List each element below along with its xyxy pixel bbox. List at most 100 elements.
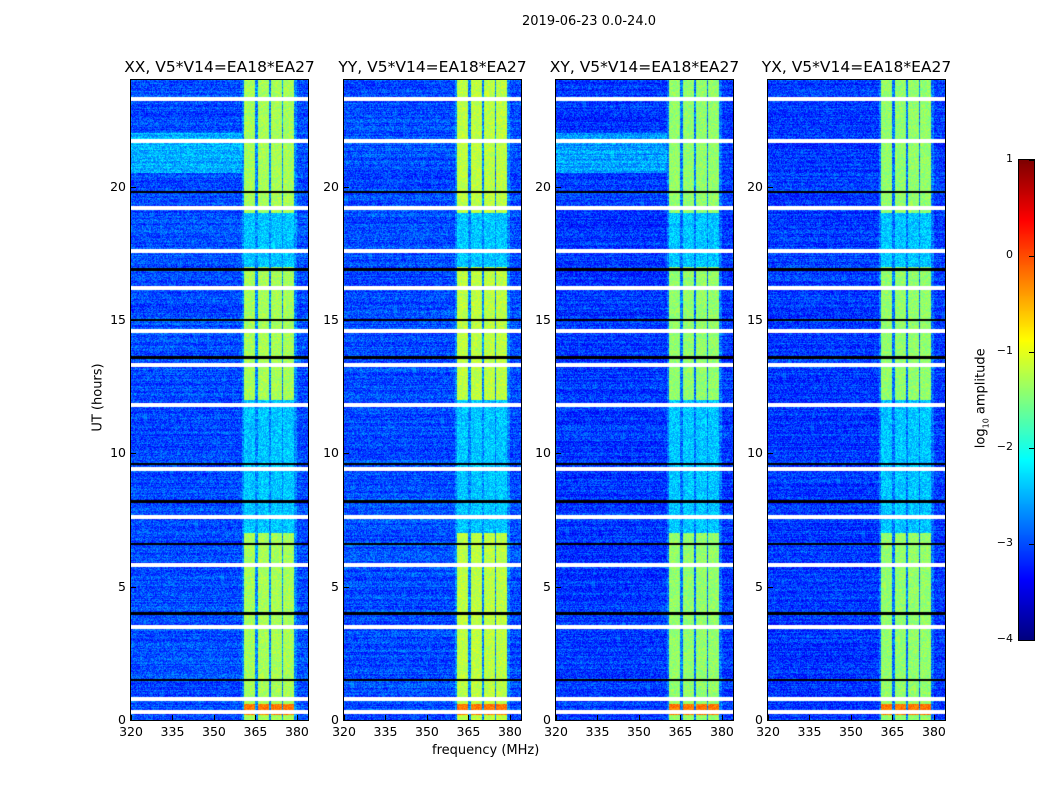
colorbar-tick-mark: [1029, 256, 1034, 257]
x-tick-mark: [680, 715, 682, 720]
y-tick-label: 15: [323, 312, 339, 327]
y-tick-label: 20: [110, 178, 126, 194]
x-axis-label: frequency (MHz): [432, 743, 540, 758]
y-axis-label: UT (hours): [90, 363, 106, 432]
y-tick-label: 15: [110, 312, 126, 327]
x-tick-label: 320: [544, 724, 568, 739]
colorbar-tick-label: −2: [996, 440, 1013, 453]
x-tick-label: 350: [202, 724, 226, 739]
x-tick-label: 380: [922, 724, 946, 739]
y-tick-label: 0: [118, 712, 126, 727]
colorbar-tick-label: 1: [1006, 152, 1013, 165]
colorbar-tick-label: −4: [996, 632, 1013, 645]
heatmap-panel: [555, 79, 734, 721]
x-tick-label: 320: [756, 724, 780, 739]
y-tick-mark: [344, 720, 349, 721]
x-tick-mark: [426, 715, 428, 720]
x-tick-mark: [509, 715, 511, 720]
y-tick-mark: [344, 186, 349, 188]
y-tick-label: 10: [110, 445, 126, 461]
x-tick-label: 365: [668, 724, 693, 739]
x-tick-label: 335: [373, 724, 398, 739]
panel-title: XX, V5*V14=EA18*EA27: [124, 58, 315, 76]
x-tick-mark: [296, 715, 298, 720]
y-tick-mark: [556, 453, 561, 455]
y-tick-mark: [131, 720, 136, 721]
y-tick-mark: [768, 453, 773, 455]
x-tick-mark: [597, 715, 599, 720]
panel-title: YY, V5*V14=EA18*EA27: [338, 58, 527, 76]
colorbar-tick-mark: [1029, 160, 1034, 161]
y-tick-mark: [556, 586, 561, 588]
x-tick-mark: [850, 715, 852, 720]
x-tick-mark: [255, 715, 257, 720]
colorbar-tick-mark: [1029, 448, 1034, 449]
heatmap-image: [556, 80, 733, 720]
y-tick-label: 0: [543, 712, 551, 727]
colorbar-tick-label: −1: [996, 344, 1013, 357]
x-tick-mark: [721, 715, 723, 720]
x-tick-label: 335: [585, 724, 610, 739]
x-tick-mark: [131, 715, 132, 720]
colorbar-tick-mark: [1029, 640, 1034, 641]
heatmap-image: [131, 80, 308, 720]
y-tick-label: 20: [535, 178, 551, 194]
x-tick-mark: [385, 715, 387, 720]
x-tick-mark: [213, 715, 215, 720]
y-tick-label: 5: [118, 578, 126, 594]
y-tick-label: 10: [323, 445, 339, 461]
x-tick-mark: [638, 715, 640, 720]
colorbar-tick-label: −3: [996, 536, 1013, 549]
colorbar-tick-mark: [1029, 352, 1034, 353]
y-tick-mark: [131, 186, 136, 188]
y-tick-label: 15: [535, 312, 551, 327]
y-tick-label: 0: [331, 712, 339, 727]
y-tick-label: 20: [323, 178, 339, 194]
x-tick-label: 335: [160, 724, 185, 739]
heatmap-panel: [767, 79, 946, 721]
y-tick-mark: [768, 186, 773, 188]
x-tick-label: 350: [415, 724, 439, 739]
x-tick-label: 365: [456, 724, 481, 739]
x-tick-label: 350: [627, 724, 651, 739]
y-tick-mark: [556, 186, 561, 188]
y-tick-mark: [131, 453, 136, 455]
x-tick-mark: [468, 715, 470, 720]
y-tick-label: 5: [331, 578, 339, 594]
y-tick-mark: [556, 720, 561, 721]
panel-title: YX, V5*V14=EA18*EA27: [761, 58, 952, 76]
colorbar-gradient: [1019, 160, 1034, 640]
y-tick-mark: [344, 320, 349, 321]
y-tick-mark: [344, 586, 349, 588]
x-tick-mark: [892, 715, 894, 720]
y-tick-label: 5: [543, 578, 551, 594]
x-tick-mark: [344, 715, 345, 720]
y-tick-mark: [556, 320, 561, 321]
y-tick-mark: [768, 320, 773, 321]
y-tick-mark: [131, 586, 136, 588]
x-tick-label: 365: [880, 724, 905, 739]
x-tick-label: 380: [285, 724, 309, 739]
colorbar-tick-mark: [1029, 544, 1034, 545]
y-tick-label: 5: [755, 578, 763, 594]
x-tick-label: 380: [710, 724, 734, 739]
heatmap-image: [768, 80, 945, 720]
y-tick-label: 0: [755, 712, 763, 727]
x-tick-label: 335: [797, 724, 822, 739]
heatmap-panel: [343, 79, 522, 721]
x-tick-label: 320: [332, 724, 356, 739]
y-tick-mark: [344, 453, 349, 455]
colorbar: [1018, 159, 1035, 641]
x-tick-label: 380: [498, 724, 522, 739]
y-tick-label: 10: [747, 445, 763, 461]
x-tick-mark: [172, 715, 174, 720]
x-tick-label: 350: [839, 724, 863, 739]
y-tick-label: 10: [535, 445, 551, 461]
figure-title: 2019-06-23 0.0-24.0: [522, 14, 656, 29]
x-tick-mark: [933, 715, 935, 720]
x-tick-label: 365: [243, 724, 268, 739]
colorbar-tick-label: 0: [1006, 248, 1013, 261]
y-tick-label: 15: [747, 312, 763, 327]
x-tick-mark: [556, 715, 557, 720]
x-tick-mark: [768, 715, 769, 720]
